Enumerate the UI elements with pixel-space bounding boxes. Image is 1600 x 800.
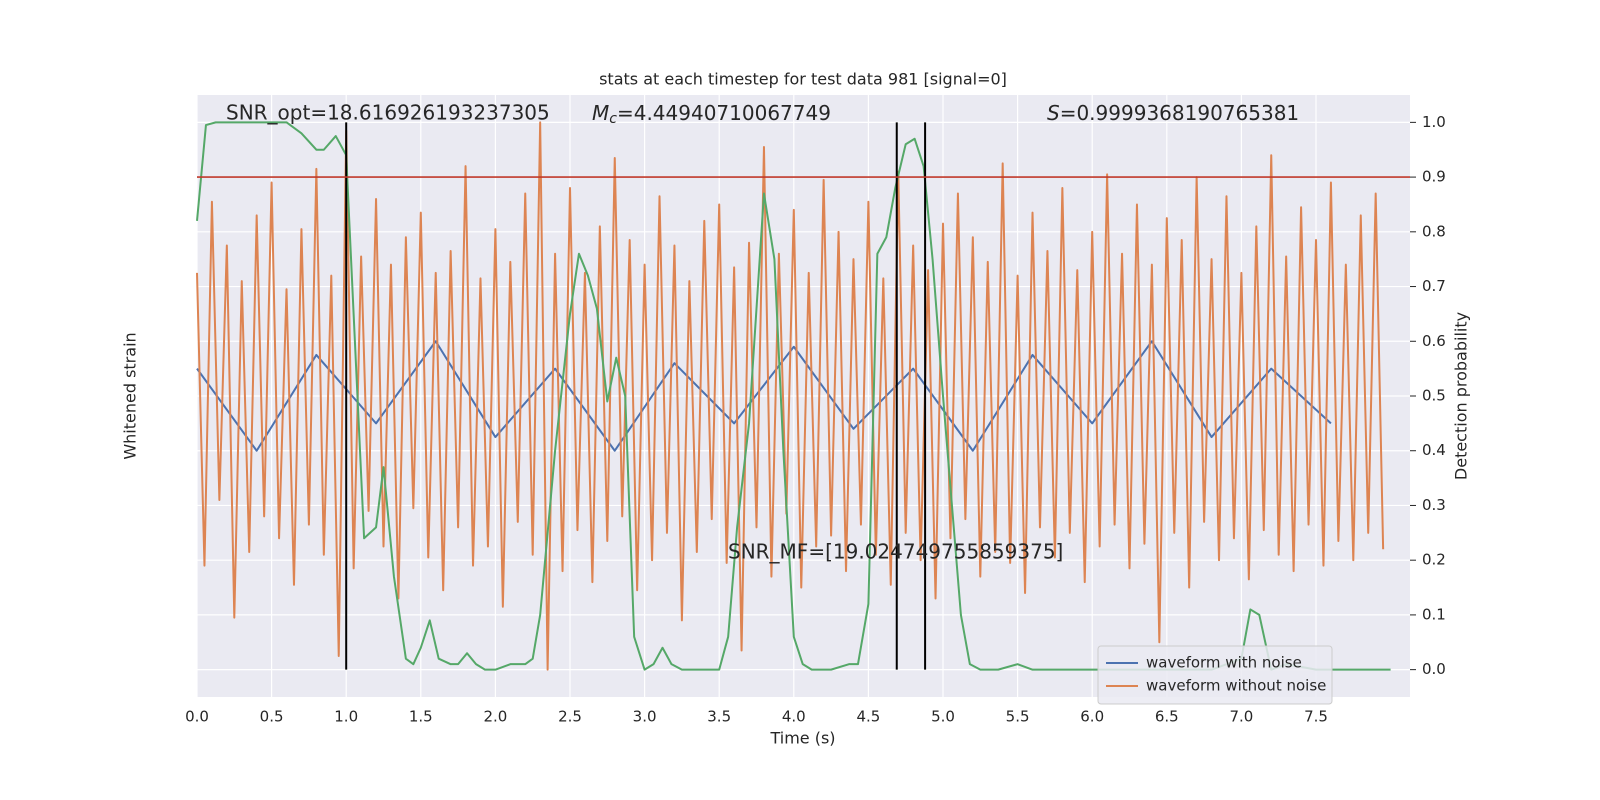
y2-axis-label: Whitened strain [121, 332, 140, 459]
s-value: =0.9999368190765381 [1060, 101, 1299, 125]
y-axis-label: Detection probability [1452, 312, 1471, 480]
x-axis-label: Time (s) [769, 729, 835, 748]
y-tick-label: 0.2 [1422, 551, 1446, 569]
x-tick-label: 2.5 [558, 708, 582, 726]
annotation-s: S=0.9999368190765381 [1047, 101, 1299, 125]
y-tick-label: 0.3 [1422, 496, 1446, 514]
legend-box [1097, 645, 1333, 705]
x-tick-label: 7.0 [1229, 708, 1253, 726]
x-tick-label: 6.0 [1080, 708, 1104, 726]
y-tick-label: 0.1 [1422, 605, 1446, 623]
x-tick-label: 3.0 [633, 708, 657, 726]
x-tick-label: 3.5 [707, 708, 731, 726]
x-tick-label: 0.5 [260, 708, 284, 726]
axes: 0.0 0.5 1.0 1.5 2.0 2.5 3.0 3.5 4.0 4.5 5.0 5.5 6.0 6… [185, 113, 1446, 726]
x-tick-label: 5.5 [1006, 708, 1030, 726]
y-tick-label: 0.4 [1422, 441, 1446, 459]
s-symbol: S [1047, 101, 1060, 125]
x-tick-label: 7.5 [1304, 708, 1328, 726]
mc-subscript: c [609, 111, 617, 127]
x-tick-label: 2.0 [483, 708, 507, 726]
y-tick-label: 0.5 [1422, 387, 1446, 405]
x-tick-label: 0.0 [185, 708, 209, 726]
series-line [196, 121, 1391, 671]
y-tick-label: 0.9 [1422, 168, 1446, 186]
x-tick-label: 6.5 [1155, 708, 1179, 726]
x-tick-label: 1.5 [409, 708, 433, 726]
mc-value: =4.44940710067749 [617, 101, 831, 125]
y-tick-label: 0.8 [1422, 222, 1446, 240]
series-line [196, 340, 1332, 452]
legend-label: waveform without noise [1146, 677, 1326, 695]
annotation-snr-mf: SNR_MF=[19.024749755859375] [728, 540, 1063, 564]
marks [196, 121, 1410, 671]
legend: waveform with noise waveform without nois… [1097, 645, 1333, 705]
y-tick-label: 0.7 [1422, 277, 1446, 295]
x-tick-label: 1.0 [334, 708, 358, 726]
y-tick-label: 0.6 [1422, 332, 1446, 350]
chart-title: stats at each timestep for test data 981… [599, 70, 1007, 89]
y-tick-label: 1.0 [1422, 113, 1446, 131]
legend-label: waveform with noise [1146, 654, 1302, 672]
x-tick-label: 5.0 [931, 708, 955, 726]
x-tick-label: 4.0 [782, 708, 806, 726]
mc-symbol: M [592, 101, 609, 125]
annotation-mc: Mc=4.44940710067749 [592, 101, 831, 128]
y-tick-label: 0.0 [1422, 660, 1446, 678]
annotation-snr-opt: SNR_opt=18.616926193237305 [226, 101, 550, 125]
series-line [196, 121, 1385, 671]
x-tick-label: 4.5 [856, 708, 880, 726]
